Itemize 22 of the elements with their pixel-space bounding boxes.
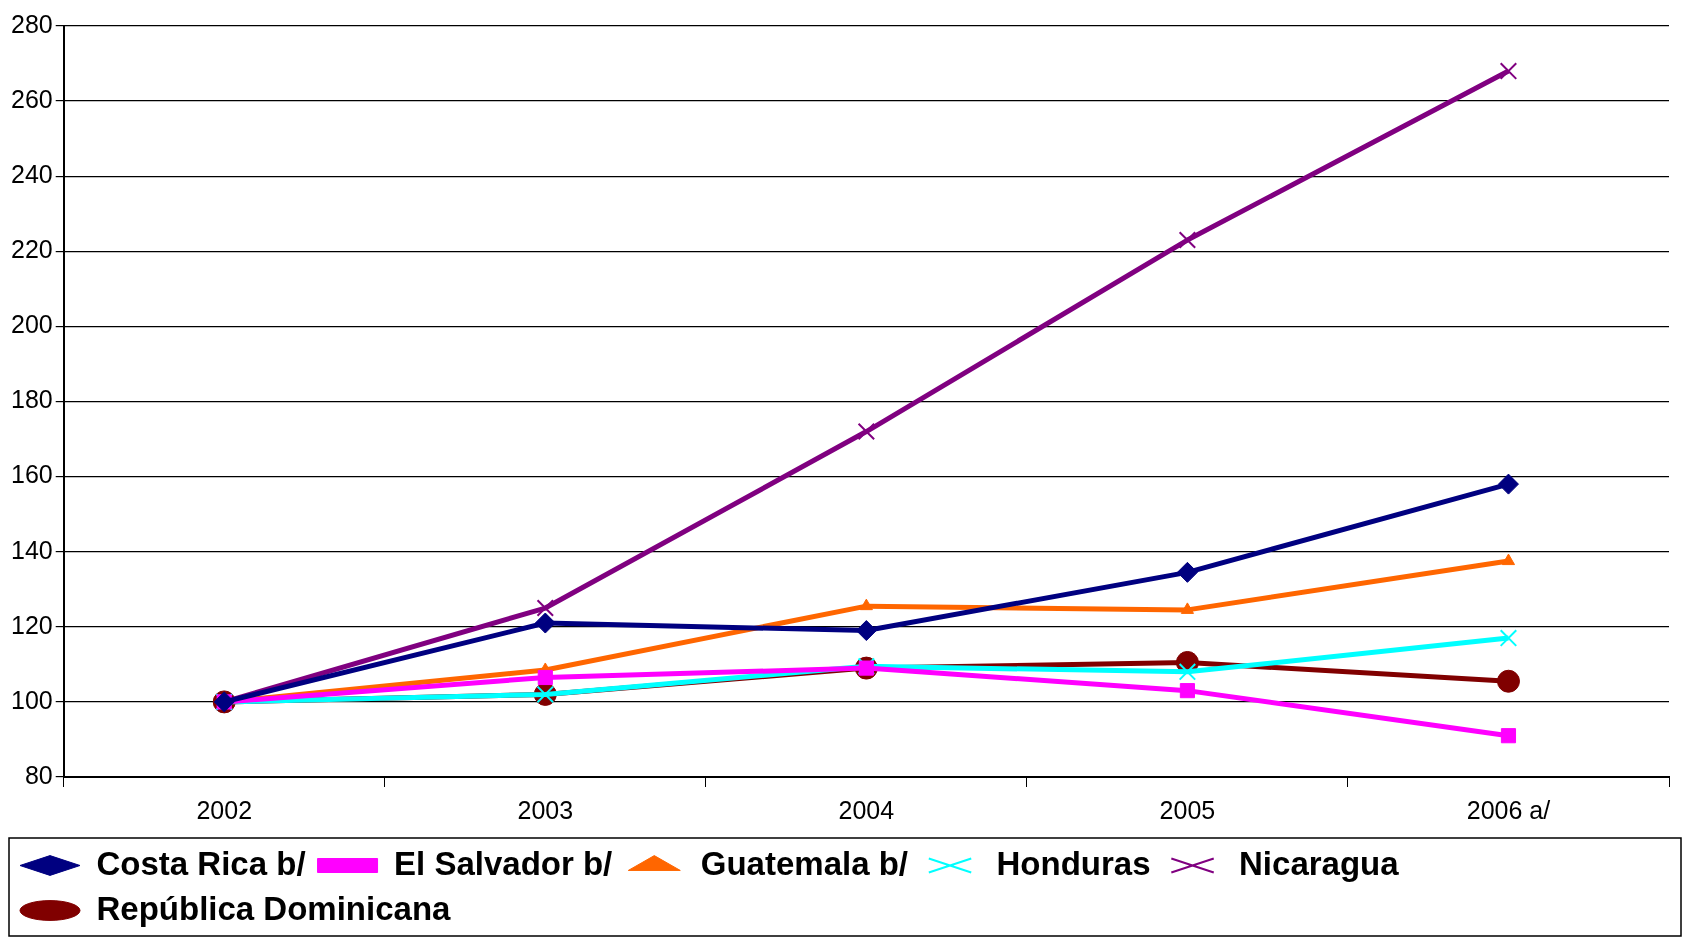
y-tick-label: 100	[10, 685, 53, 714]
x-tick-label: 2006 a/	[1466, 795, 1551, 824]
y-tick-label: 200	[10, 310, 53, 339]
y-tick-label: 240	[10, 160, 53, 189]
legend-label: Honduras	[996, 844, 1151, 882]
legend-label: Costa Rica b/	[96, 844, 306, 882]
y-tick-label: 180	[10, 385, 53, 414]
x-tick-label: 2003	[517, 795, 574, 824]
legend-label: Nicaragua	[1239, 844, 1400, 882]
legend-label: Guatemala b/	[700, 844, 909, 882]
y-tick-label: 140	[10, 535, 53, 564]
y-tick-label: 260	[10, 84, 53, 113]
x-tick-label: 2005	[1159, 795, 1216, 824]
y-tick-label: 160	[10, 460, 53, 489]
x-tick-label: 2004	[838, 795, 895, 824]
y-tick-label: 120	[10, 610, 53, 639]
x-tick-label: 2002	[196, 795, 253, 824]
legend-label: República Dominicana	[96, 889, 452, 927]
y-tick-label: 220	[10, 235, 53, 264]
y-tick-label: 80	[24, 760, 53, 789]
legend-label: El Salvador b/	[394, 844, 613, 882]
y-tick-label: 280	[10, 9, 53, 38]
